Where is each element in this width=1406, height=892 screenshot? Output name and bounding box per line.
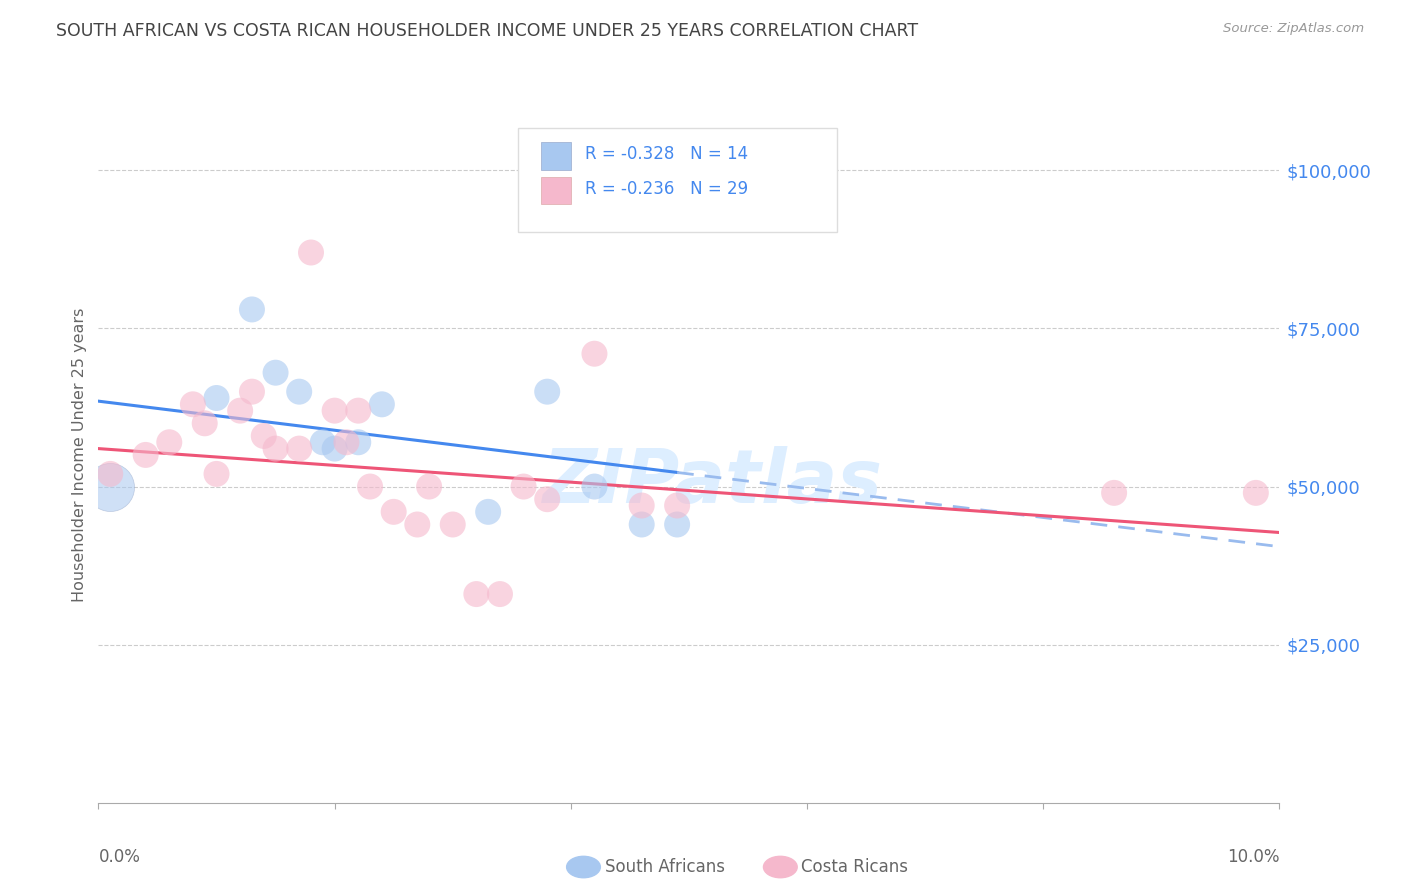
Text: 10.0%: 10.0% bbox=[1227, 848, 1279, 866]
Text: South Africans: South Africans bbox=[605, 858, 724, 876]
Point bbox=[264, 442, 287, 456]
Point bbox=[181, 397, 204, 411]
Point bbox=[382, 505, 405, 519]
Point bbox=[240, 302, 263, 317]
Point bbox=[666, 517, 689, 532]
Text: R = -0.328   N = 14: R = -0.328 N = 14 bbox=[585, 145, 748, 163]
Y-axis label: Householder Income Under 25 years: Householder Income Under 25 years bbox=[72, 308, 87, 602]
Text: Costa Ricans: Costa Ricans bbox=[801, 858, 908, 876]
Point bbox=[1102, 486, 1125, 500]
Text: Source: ZipAtlas.com: Source: ZipAtlas.com bbox=[1223, 22, 1364, 36]
Point bbox=[240, 384, 263, 399]
Point bbox=[98, 467, 121, 481]
Point bbox=[312, 435, 335, 450]
Bar bbox=[541, 142, 571, 169]
Point bbox=[583, 347, 606, 361]
Point bbox=[536, 492, 558, 507]
Text: 0.0%: 0.0% bbox=[98, 848, 141, 866]
Point bbox=[1244, 486, 1267, 500]
Point bbox=[157, 435, 180, 450]
Bar bbox=[541, 177, 571, 204]
Point bbox=[347, 435, 370, 450]
Point bbox=[630, 499, 652, 513]
Point bbox=[288, 442, 311, 456]
Point bbox=[477, 505, 499, 519]
Text: ZIPatlas: ZIPatlas bbox=[543, 446, 883, 519]
Point bbox=[299, 245, 322, 260]
Point bbox=[347, 403, 370, 417]
Point bbox=[536, 384, 558, 399]
Point bbox=[666, 499, 689, 513]
Point bbox=[335, 435, 357, 450]
Point bbox=[264, 366, 287, 380]
Point bbox=[229, 403, 252, 417]
Text: R = -0.236   N = 29: R = -0.236 N = 29 bbox=[585, 180, 748, 198]
Point bbox=[323, 442, 346, 456]
Point bbox=[441, 517, 464, 532]
Point bbox=[512, 479, 534, 493]
Point bbox=[323, 403, 346, 417]
Point bbox=[630, 517, 652, 532]
Point bbox=[359, 479, 381, 493]
Point bbox=[406, 517, 429, 532]
Point bbox=[205, 391, 228, 405]
Point bbox=[135, 448, 157, 462]
Point bbox=[205, 467, 228, 481]
Point bbox=[253, 429, 276, 443]
Point bbox=[583, 479, 606, 493]
Point bbox=[418, 479, 440, 493]
Point bbox=[465, 587, 488, 601]
Point bbox=[194, 417, 217, 431]
Point bbox=[489, 587, 512, 601]
FancyBboxPatch shape bbox=[517, 128, 837, 232]
Point bbox=[371, 397, 394, 411]
Point bbox=[98, 479, 121, 493]
Point bbox=[288, 384, 311, 399]
Text: SOUTH AFRICAN VS COSTA RICAN HOUSEHOLDER INCOME UNDER 25 YEARS CORRELATION CHART: SOUTH AFRICAN VS COSTA RICAN HOUSEHOLDER… bbox=[56, 22, 918, 40]
